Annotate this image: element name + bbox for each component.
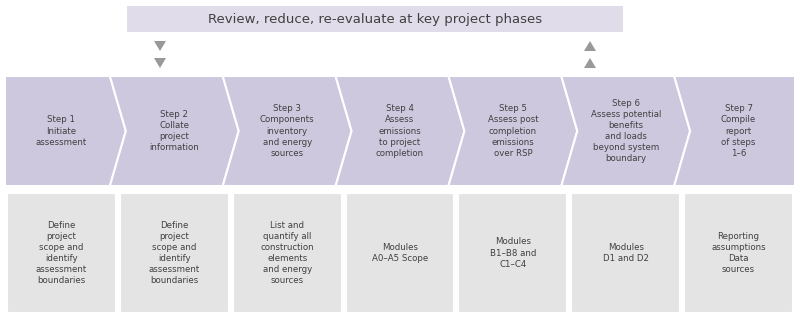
- Text: Define
project
scope and
identify
assessment
boundaries: Define project scope and identify assess…: [149, 221, 200, 285]
- Polygon shape: [154, 58, 166, 68]
- Text: Step 3
Components
inventory
and energy
sources: Step 3 Components inventory and energy s…: [260, 104, 314, 158]
- FancyBboxPatch shape: [120, 193, 229, 313]
- Text: Modules
A0–A5 Scope: Modules A0–A5 Scope: [372, 243, 428, 263]
- FancyBboxPatch shape: [571, 193, 680, 313]
- Text: Step 6
Assess potential
benefits
and loads
beyond system
boundary: Step 6 Assess potential benefits and loa…: [590, 99, 661, 163]
- Polygon shape: [335, 76, 465, 186]
- Polygon shape: [674, 76, 795, 186]
- Text: Modules
B1–B8 and
C1–C4: Modules B1–B8 and C1–C4: [490, 238, 536, 269]
- Text: Define
project
scope and
identify
assessment
boundaries: Define project scope and identify assess…: [36, 221, 87, 285]
- FancyBboxPatch shape: [233, 193, 342, 313]
- Text: Modules
D1 and D2: Modules D1 and D2: [602, 243, 649, 263]
- Polygon shape: [584, 58, 596, 68]
- Text: List and
quantify all
construction
elements
and energy
sources: List and quantify all construction eleme…: [260, 221, 314, 285]
- FancyBboxPatch shape: [458, 193, 567, 313]
- FancyBboxPatch shape: [346, 193, 454, 313]
- Text: Step 1
Initiate
assessment: Step 1 Initiate assessment: [36, 116, 87, 147]
- Polygon shape: [154, 41, 166, 51]
- Text: Reporting
assumptions
Data
sources: Reporting assumptions Data sources: [711, 232, 766, 274]
- Polygon shape: [5, 76, 126, 186]
- Text: Step 7
Compile
report
of steps
1–6: Step 7 Compile report of steps 1–6: [721, 104, 756, 158]
- Text: Step 2
Collate
project
information: Step 2 Collate project information: [150, 110, 199, 152]
- FancyBboxPatch shape: [127, 6, 623, 32]
- Polygon shape: [584, 41, 596, 51]
- Polygon shape: [562, 76, 690, 186]
- FancyBboxPatch shape: [7, 193, 116, 313]
- Polygon shape: [110, 76, 238, 186]
- FancyBboxPatch shape: [684, 193, 793, 313]
- Polygon shape: [222, 76, 351, 186]
- Text: Step 4
Assess
emissions
to project
completion: Step 4 Assess emissions to project compl…: [376, 104, 424, 158]
- Polygon shape: [449, 76, 578, 186]
- Text: Step 5
Assess post
completion
emissions
over RSP: Step 5 Assess post completion emissions …: [487, 104, 538, 158]
- Text: Review, reduce, re-evaluate at key project phases: Review, reduce, re-evaluate at key proje…: [208, 13, 542, 25]
